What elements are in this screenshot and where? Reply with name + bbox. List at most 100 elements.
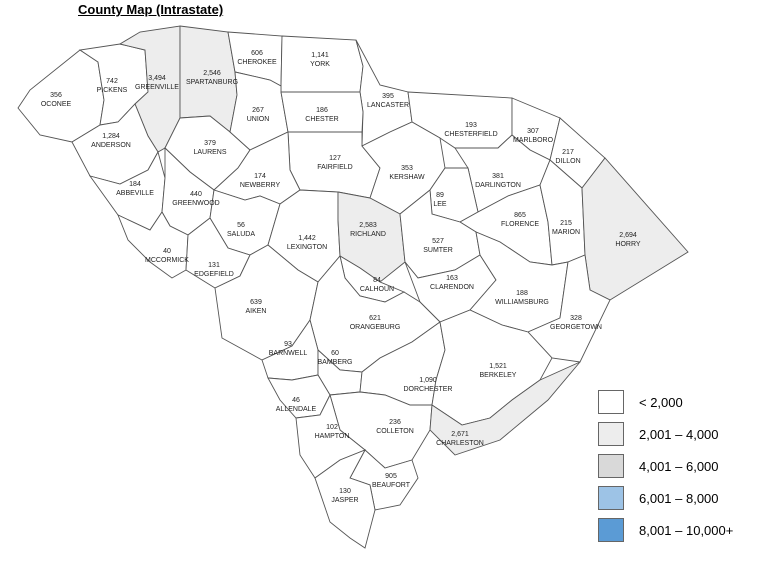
legend-label-4: 6,001 – 8,000 — [639, 490, 719, 506]
county-value-pickens: 742 — [106, 78, 118, 85]
county-value-hampton: 102 — [326, 424, 338, 431]
county-name-kershaw: KERSHAW — [389, 174, 425, 181]
county-name-fairfield: FAIRFIELD — [317, 164, 352, 171]
county-value-newberry: 174 — [254, 173, 266, 180]
county-value-oconee: 356 — [50, 92, 62, 99]
county-name-allendale: ALLENDALE — [276, 406, 317, 413]
legend-label-3: 4,001 – 6,000 — [639, 458, 719, 474]
county-shapes — [17, 25, 689, 549]
county-value-lancaster: 395 — [382, 93, 394, 100]
county-value-edgefield: 131 — [208, 262, 220, 269]
county-name-lancaster: LANCASTER — [367, 102, 409, 109]
county-name-chester: CHESTER — [305, 116, 338, 123]
county-value-chesterfield: 193 — [465, 122, 477, 129]
county-name-edgefield: EDGEFIELD — [194, 271, 234, 278]
county-labels: 356 OCONEE 742 PICKENS 3,494 GREENVILLE 2,546 S… — [41, 50, 641, 504]
county-name-lee: LEE — [433, 201, 447, 208]
county-value-marion: 215 — [560, 220, 572, 227]
county-value-abbeville: 184 — [129, 181, 141, 188]
county-value-greenville: 3,494 — [148, 75, 166, 82]
legend-swatch-2 — [598, 422, 624, 446]
county-value-sumter: 527 — [432, 238, 444, 245]
legend-item-3: 4,001 – 6,000 — [598, 453, 719, 479]
county-name-hampton: HAMPTON — [315, 433, 350, 440]
county-name-mccormick: MCCORMICK — [145, 257, 189, 264]
county-name-york: YORK — [310, 61, 330, 68]
county-name-laurens: LAURENS — [193, 149, 226, 156]
county-name-chesterfield: CHESTERFIELD — [444, 131, 497, 138]
county-name-jasper: JASPER — [331, 497, 358, 504]
county-name-union: UNION — [247, 116, 270, 123]
county-value-dillon: 217 — [562, 149, 574, 156]
county-value-clarendon: 163 — [446, 275, 458, 282]
county-name-abbeville: ABBEVILLE — [116, 190, 154, 197]
county-name-aiken: AIKEN — [245, 308, 266, 315]
map-title: County Map (Intrastate) — [78, 2, 224, 17]
county-value-marlboro: 307 — [527, 128, 539, 135]
county-value-colleton: 236 — [389, 419, 401, 426]
county-name-orangeburg: ORANGEBURG — [350, 324, 401, 331]
county-value-greenwood: 440 — [190, 191, 202, 198]
county-name-lexington: LEXINGTON — [287, 244, 327, 251]
county-shape-horry — [581, 157, 689, 301]
county-value-spartanburg: 2,546 — [203, 70, 221, 77]
county-value-dorchester: 1,090 — [419, 377, 437, 384]
legend-label-5: 8,001 – 10,000+ — [639, 522, 734, 538]
legend-swatch-1 — [598, 390, 624, 414]
county-value-georgetown: 328 — [570, 315, 582, 322]
county-name-newberry: NEWBERRY — [240, 182, 281, 189]
county-name-williamsburg: WILLIAMSBURG — [495, 299, 549, 306]
county-value-kershaw: 353 — [401, 165, 413, 172]
county-name-georgetown: GEORGETOWN — [550, 324, 602, 331]
county-name-darlington: DARLINGTON — [475, 182, 521, 189]
county-value-anderson: 1,284 — [102, 133, 120, 140]
county-name-barnwell: BARNWELL — [269, 350, 308, 357]
county-value-union: 267 — [252, 107, 264, 114]
county-value-york: 1,141 — [311, 52, 329, 59]
county-shape-jasper — [314, 449, 376, 549]
county-value-saluda: 56 — [237, 222, 245, 229]
county-name-sumter: SUMTER — [423, 247, 453, 254]
county-name-florence: FLORENCE — [501, 221, 539, 228]
county-value-bamberg: 60 — [331, 350, 339, 357]
county-value-calhoun: 84 — [373, 277, 381, 284]
county-value-charleston: 2,671 — [451, 431, 469, 438]
county-value-laurens: 379 — [204, 140, 216, 147]
county-name-marlboro: MARLBORO — [513, 137, 554, 144]
legend-item-2: 2,001 – 4,000 — [598, 421, 719, 447]
county-value-allendale: 46 — [292, 397, 300, 404]
county-name-dorchester: DORCHESTER — [403, 386, 452, 393]
county-name-greenville: GREENVILLE — [135, 84, 179, 91]
legend-item-1: < 2,000 — [598, 389, 683, 415]
county-shape-charleston — [429, 361, 581, 456]
county-name-greenwood: GREENWOOD — [172, 200, 219, 207]
legend-label-1: < 2,000 — [639, 394, 683, 410]
county-value-beaufort: 905 — [385, 473, 397, 480]
county-name-oconee: OCONEE — [41, 101, 72, 108]
county-value-mccormick: 40 — [163, 248, 171, 255]
county-value-lee: 89 — [436, 192, 444, 199]
county-name-charleston: CHARLESTON — [436, 440, 484, 447]
county-name-spartanburg: SPARTANBURG — [186, 79, 238, 86]
county-name-calhoun: CALHOUN — [360, 286, 394, 293]
county-value-jasper: 130 — [339, 488, 351, 495]
county-name-bamberg: BAMBERG — [317, 359, 352, 366]
county-value-orangeburg: 621 — [369, 315, 381, 322]
county-shape-chester — [280, 91, 364, 133]
county-name-dillon: DILLON — [555, 158, 580, 165]
county-name-beaufort: BEAUFORT — [372, 482, 411, 489]
county-value-aiken: 639 — [250, 299, 262, 306]
county-name-marion: MARION — [552, 229, 580, 236]
county-value-chester: 186 — [316, 107, 328, 114]
county-name-richland: RICHLAND — [350, 231, 386, 238]
county-value-cherokee: 606 — [251, 50, 263, 57]
county-name-pickens: PICKENS — [97, 87, 128, 94]
county-name-cherokee: CHEROKEE — [237, 59, 277, 66]
legend-swatch-4 — [598, 486, 624, 510]
county-name-clarendon: CLARENDON — [430, 284, 474, 291]
county-name-anderson: ANDERSON — [91, 142, 131, 149]
legend-label-2: 2,001 – 4,000 — [639, 426, 719, 442]
county-name-berkeley: BERKELEY — [480, 372, 517, 379]
county-name-saluda: SALUDA — [227, 231, 255, 238]
